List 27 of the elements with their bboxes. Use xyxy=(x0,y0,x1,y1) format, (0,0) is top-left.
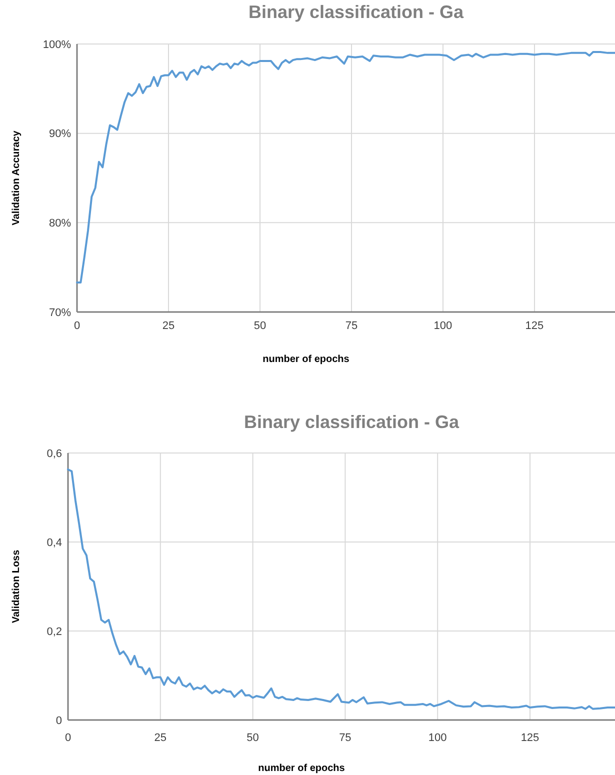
x-tick-label: 50 xyxy=(254,320,266,332)
y-tick-label: 0 xyxy=(56,714,62,727)
chart-title: Binary classification - Ga xyxy=(244,412,460,432)
x-axis-title: number of epochs xyxy=(262,354,350,365)
x-tick-label: 75 xyxy=(339,732,352,744)
y-tick-label: 90% xyxy=(48,128,72,140)
y-tick-label: 70% xyxy=(48,306,72,319)
y-tick-label: 100% xyxy=(42,38,72,51)
x-tick-label: 75 xyxy=(345,320,358,332)
y-tick-label: 0,6 xyxy=(46,448,62,460)
line-series xyxy=(76,51,615,284)
y-tick-label: 0,4 xyxy=(46,536,62,549)
x-axis-title: number of epochs xyxy=(258,763,346,774)
y-tick-label: 0,2 xyxy=(46,626,62,638)
x-tick-label: 100 xyxy=(428,732,447,744)
x-tick-label: 125 xyxy=(520,732,540,744)
y-tick-label: 80% xyxy=(48,218,72,230)
y-axis-title: Validation Loss xyxy=(11,549,22,624)
x-tick-label: 25 xyxy=(154,732,167,744)
x-tick-label: 50 xyxy=(246,732,259,744)
chart-title: Binary classification - Ga xyxy=(248,2,465,22)
x-tick-label: 0 xyxy=(74,320,80,332)
x-tick-label: 100 xyxy=(434,320,452,332)
x-tick-label: 125 xyxy=(525,320,544,332)
y-axis-title: Validation Accuracy xyxy=(11,130,22,226)
x-tick-label: 25 xyxy=(162,320,175,332)
line-series xyxy=(67,468,615,710)
